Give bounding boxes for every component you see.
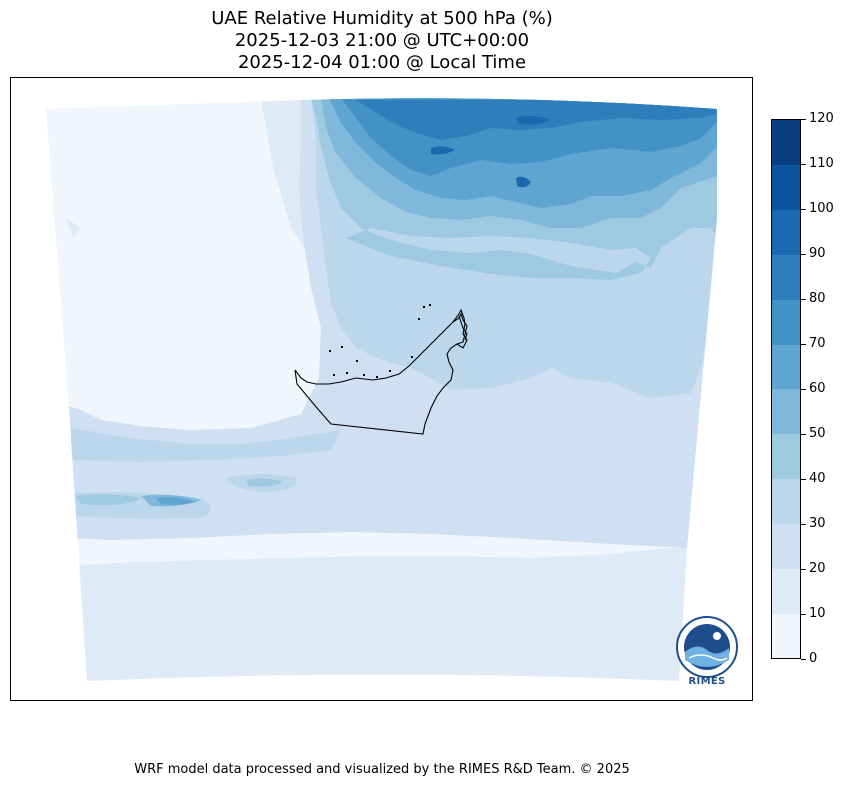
colorbar-tick-mark (801, 569, 806, 570)
humidity-contours (46, 98, 717, 682)
colorbar-tick-mark (801, 254, 806, 255)
colorbar-band (772, 299, 800, 345)
colorbar-band (772, 613, 800, 659)
contour-band-90-100 (431, 115, 551, 188)
colorbar-band (772, 478, 800, 524)
colorbar-tick-mark (801, 344, 806, 345)
uae-border-outline (294, 308, 468, 435)
humidity-field-map (46, 98, 717, 682)
colorbar-tick-label: 20 (809, 561, 826, 576)
colorbar-ticks: 0 10 20 30 40 50 60 70 80 90 100 110 120 (801, 111, 841, 666)
colorbar-tick-mark (801, 209, 806, 210)
colorbar-band (772, 389, 800, 435)
colorbar-tick-label: 100 (809, 201, 834, 216)
colorbar-band (772, 523, 800, 569)
colorbar-band (772, 120, 800, 166)
colorbar (771, 119, 801, 659)
colorbar-tick-label: 40 (809, 471, 826, 486)
map-title: UAE Relative Humidity at 500 hPa (%) (211, 8, 553, 29)
rimes-logo-text: RIMES (688, 676, 726, 687)
colorbar-band (772, 433, 800, 480)
credits-footer: WRF model data processed and visualized … (134, 762, 630, 777)
colorbar-tick-label: 90 (809, 246, 826, 261)
local-time-label: 2025-12-04 01:00 @ Local Time (237, 52, 527, 73)
colorbar-tick-mark (801, 119, 806, 120)
colorbar-tick-label: 0 (809, 651, 818, 666)
colorbar-tick-mark (801, 659, 806, 660)
colorbar-band (772, 344, 800, 390)
colorbar-band (772, 568, 800, 614)
colorbar-tick-mark (801, 299, 806, 300)
colorbar-band (772, 164, 800, 211)
colorbar-tick-mark (801, 164, 806, 165)
colorbar-tick-label: 80 (809, 291, 826, 306)
colorbar-tick-label: 110 (809, 156, 834, 171)
uae-coastal-islands (329, 304, 431, 378)
colorbar-tick-label: 120 (809, 111, 834, 126)
colorbar-tick-mark (801, 434, 806, 435)
map-panel: RIMES (10, 77, 753, 701)
colorbar-band (772, 254, 800, 300)
colorbar-tick-label: 10 (809, 606, 826, 621)
rimes-logo: RIMES (673, 616, 741, 692)
colorbar-tick-mark (801, 479, 806, 480)
colorbar-band (772, 209, 800, 255)
colorbar-tick-label: 50 (809, 426, 826, 441)
colorbar-tick-label: 30 (809, 516, 826, 531)
colorbar-tick-mark (801, 614, 806, 615)
colorbar-tick-mark (801, 524, 806, 525)
colorbar-tick-label: 60 (809, 381, 826, 396)
contour-band-50-60 (141, 98, 717, 507)
colorbar-tick-label: 70 (809, 336, 826, 351)
colorbar-tick-mark (801, 389, 806, 390)
rimes-logo-icon (676, 616, 738, 678)
utc-time-label: 2025-12-03 21:00 @ UTC+00:00 (234, 30, 530, 51)
